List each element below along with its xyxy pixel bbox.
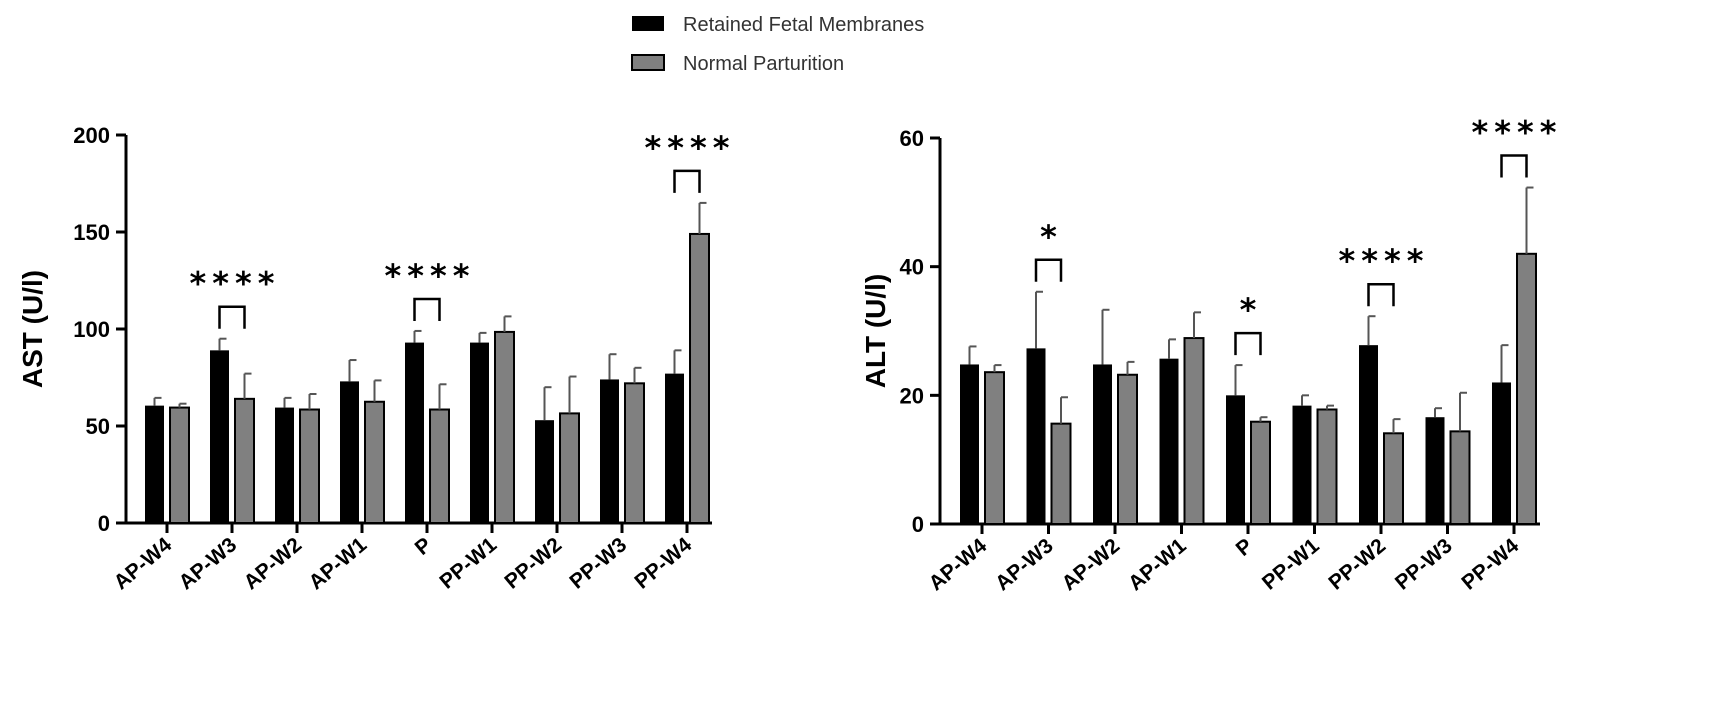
bar-normal — [1316, 408, 1338, 525]
bar-normal — [559, 412, 580, 525]
bar-retained — [665, 373, 684, 523]
bar-normal — [169, 406, 190, 525]
bar-retained — [405, 342, 424, 523]
legend: Retained Fetal Membranes Normal Parturit… — [631, 14, 924, 75]
bar-retained — [275, 407, 294, 523]
bar-retained — [535, 420, 554, 523]
bar-retained — [145, 405, 164, 523]
significance-label: **** — [1339, 242, 1430, 280]
bar-retained — [1359, 345, 1378, 524]
bar-normal — [689, 232, 710, 524]
y-tick-label: 20 — [900, 383, 924, 408]
bar-normal — [299, 408, 320, 525]
y-tick-label: 150 — [73, 220, 110, 245]
significance-bracket — [413, 297, 441, 321]
bar-retained — [340, 381, 359, 523]
x-tick-label: PP-W3 — [1391, 534, 1457, 594]
bar-retained — [1226, 395, 1245, 524]
y-tick-label: 60 — [900, 126, 924, 151]
bar-normal — [1383, 432, 1404, 526]
bar-retained — [1425, 417, 1445, 524]
bar-normal — [624, 382, 645, 524]
bar-retained — [600, 379, 619, 523]
bar-normal — [364, 400, 385, 524]
significance-label: **** — [645, 129, 736, 167]
y-tick-label: 50 — [86, 414, 110, 439]
x-tick-label: P — [411, 533, 437, 560]
legend-label-rfm: Retained Fetal Membranes — [683, 14, 924, 36]
bar-normal — [1449, 430, 1471, 525]
x-tick-label: PP-W2 — [500, 533, 566, 593]
legend-swatch-np — [631, 54, 665, 71]
y-tick-label: 0 — [912, 512, 924, 537]
significance-label: **** — [1472, 114, 1563, 152]
bar-normal — [1516, 252, 1537, 526]
x-tick-label: PP-W4 — [1457, 534, 1523, 595]
x-tick-label: PP-W4 — [630, 533, 696, 594]
bar-normal — [1050, 422, 1072, 526]
y-tick-label: 200 — [73, 123, 110, 148]
significance-label: **** — [385, 257, 476, 295]
bar-retained — [1093, 364, 1112, 524]
x-tick-label: PP-W2 — [1324, 534, 1390, 594]
x-tick-label: AP-W4 — [925, 534, 992, 595]
x-tick-label: PP-W1 — [435, 533, 501, 594]
x-tick-label: P — [1232, 534, 1258, 561]
x-tick-label: AP-W3 — [991, 534, 1058, 595]
x-tick-label: AP-W1 — [1124, 534, 1191, 595]
y-tick-label: 40 — [900, 255, 924, 280]
bar-retained — [960, 364, 979, 524]
significance-label: * — [1040, 218, 1063, 256]
bar-retained — [1292, 405, 1312, 524]
significance-bracket — [1500, 154, 1528, 178]
bar-normal — [984, 371, 1005, 525]
legend-swatch-rfm — [632, 16, 664, 31]
y-axis-title: AST (U/l) — [17, 270, 48, 388]
bar-retained — [470, 342, 489, 523]
y-axis-title: ALT (U/l) — [860, 274, 891, 389]
significance-bracket — [1234, 331, 1262, 356]
x-tick-label: AP-W3 — [175, 533, 242, 594]
y-tick-label: 0 — [98, 511, 110, 536]
bar-normal — [234, 397, 255, 524]
bar-retained — [1026, 348, 1046, 524]
bar-normal — [494, 330, 515, 524]
legend-label-np: Normal Parturition — [683, 53, 844, 75]
significance-label: **** — [190, 265, 281, 303]
bar-retained — [1159, 358, 1179, 524]
x-tick-label: AP-W4 — [110, 533, 177, 594]
ast-chart: 0 50 100 150 200 AST (U/l) AP-W4AP-W3AP-W2AP-W… — [17, 123, 736, 594]
bar-retained — [1492, 382, 1511, 524]
significance-bracket — [1367, 282, 1395, 307]
x-tick-label: AP-W2 — [240, 533, 307, 594]
bar-normal — [1117, 373, 1138, 525]
significance-bracket — [673, 169, 701, 193]
x-tick-label: AP-W1 — [305, 533, 372, 594]
significance-bracket — [218, 305, 246, 329]
x-tick-label: PP-W1 — [1258, 534, 1324, 595]
bar-retained — [210, 350, 229, 523]
significance-bracket — [1034, 258, 1063, 282]
bar-normal — [429, 408, 450, 525]
bar-normal — [1250, 420, 1271, 525]
x-tick-label: AP-W2 — [1058, 534, 1125, 595]
significance-label: * — [1240, 291, 1263, 329]
y-tick-label: 100 — [73, 317, 110, 342]
bar-normal — [1183, 337, 1205, 525]
x-tick-label: PP-W3 — [565, 533, 631, 593]
